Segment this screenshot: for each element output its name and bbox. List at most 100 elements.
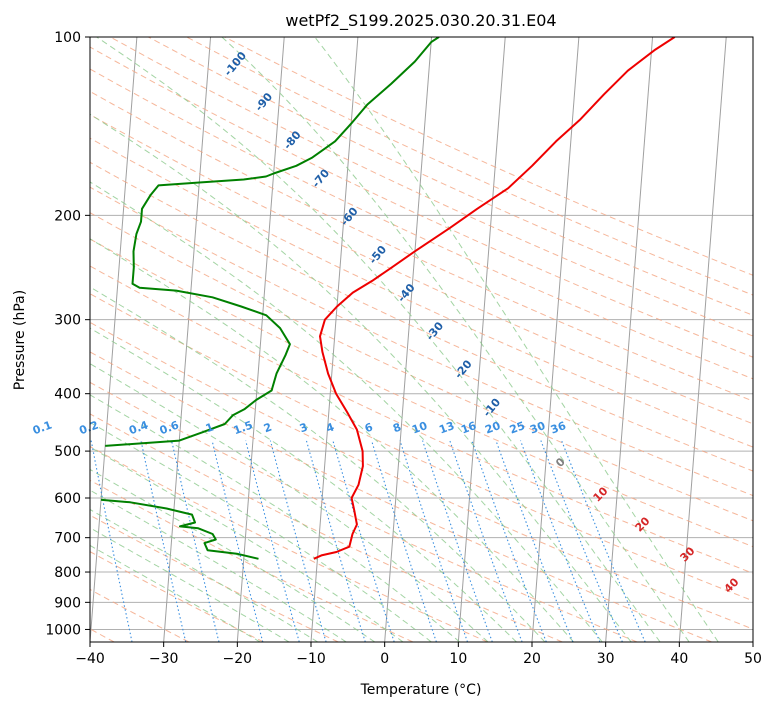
dry-adiabat-label: -70 bbox=[309, 166, 332, 190]
isotherm-line bbox=[384, 37, 433, 642]
mixing-ratio-line bbox=[519, 440, 601, 642]
moist-adiabat-line bbox=[90, 327, 517, 642]
mixing-ratio-line bbox=[332, 440, 395, 642]
x-tick-label: 40 bbox=[670, 651, 688, 667]
moist-adiabat-line bbox=[90, 286, 546, 642]
dry-adiabat-line bbox=[110, 37, 753, 337]
moist-adiabat-line bbox=[221, 37, 690, 642]
profile-series bbox=[100, 37, 676, 560]
x-tick-label: 20 bbox=[523, 651, 541, 667]
moist-adiabat-label: 40 bbox=[722, 575, 742, 595]
mixing-ratio-label: 1.5 bbox=[232, 418, 255, 437]
mixing-ratio-label: 13 bbox=[437, 419, 456, 436]
dry-adiabat-line bbox=[90, 265, 753, 574]
dry-adiabat-line bbox=[90, 238, 753, 548]
pressure-grid bbox=[90, 36, 753, 630]
y-axis-label: Pressure (hPa) bbox=[12, 290, 28, 390]
dry-adiabat-line bbox=[90, 551, 264, 642]
dry-adiabat-line bbox=[90, 445, 488, 642]
moist-adiabat-line bbox=[90, 508, 319, 642]
mixing-ratio-label: 1 bbox=[204, 420, 216, 435]
dry-adiabat-line bbox=[90, 90, 753, 402]
isotherm-line bbox=[310, 37, 359, 642]
dry-adiabat-label: -30 bbox=[423, 319, 446, 343]
moist-adiabat-label: 10 bbox=[591, 484, 611, 504]
dry-adiabat-line bbox=[90, 161, 753, 472]
moist-adiabat-line bbox=[90, 181, 603, 642]
mixing-ratio-label: 0.4 bbox=[127, 418, 150, 437]
mixing-ratio-line bbox=[305, 440, 366, 642]
y-tick-label: 900 bbox=[54, 595, 81, 611]
mixing-ratio-label: 0.6 bbox=[158, 418, 181, 437]
background-lines bbox=[90, 37, 753, 642]
moist-adiabat-line bbox=[90, 113, 632, 642]
mixing-ratio-label: 25 bbox=[508, 419, 527, 436]
dry-adiabat-label: -60 bbox=[338, 205, 361, 229]
dewpoint-profile-line-1 bbox=[100, 498, 259, 560]
y-tick-label: 600 bbox=[54, 491, 81, 507]
moist-adiabat-label: 30 bbox=[678, 544, 698, 564]
x-tick-label: −10 bbox=[296, 651, 326, 667]
moist-adiabat-line bbox=[90, 238, 574, 642]
moist-adiabat-line bbox=[314, 37, 719, 642]
x-tick-label: −40 bbox=[75, 651, 105, 667]
mixing-ratio-line bbox=[561, 440, 646, 642]
mixing-ratio-label: 4 bbox=[324, 420, 336, 435]
dry-adiabat-line bbox=[90, 588, 190, 642]
y-tick-label: 800 bbox=[54, 565, 81, 581]
x-axis-ticks: −40 −30 −20 −10 0 10 20 30 40 50 bbox=[75, 642, 762, 667]
x-tick-label: 50 bbox=[744, 651, 762, 667]
y-tick-label: 1000 bbox=[45, 622, 81, 638]
dry-adiabat-line bbox=[90, 413, 563, 642]
mixing-ratio-label: 30 bbox=[528, 419, 547, 437]
line-labels: 0.1 0.2 0.4 0.6 1 1.5 2 3 4 6 8 10 13 16 20 25 30 36-100-… bbox=[31, 49, 742, 596]
moist-adiabat-line bbox=[90, 468, 376, 642]
dry-adiabat-line bbox=[90, 137, 753, 448]
y-tick-label: 100 bbox=[54, 30, 81, 46]
mixing-ratio-line bbox=[245, 440, 300, 642]
mixing-ratio-label: 6 bbox=[363, 420, 375, 435]
isotherm-line bbox=[457, 37, 506, 642]
moist-adiabat-label: 20 bbox=[633, 514, 653, 534]
dry-adiabat-label: -20 bbox=[452, 357, 475, 381]
mixing-ratio-label: 3 bbox=[298, 420, 310, 435]
chart-title: wetPf2_S199.2025.030.20.31.E04 bbox=[285, 11, 556, 31]
x-tick-label: 10 bbox=[449, 651, 467, 667]
mixing-ratio-line bbox=[399, 440, 469, 642]
moist-adiabat-line bbox=[96, 37, 661, 642]
dewpoint-profile-line-2 bbox=[105, 37, 440, 447]
dry-adiabat-line bbox=[90, 113, 753, 425]
dry-adiabat-line bbox=[90, 212, 753, 522]
dry-adiabat-label: -50 bbox=[366, 243, 389, 267]
mixing-ratio-label: 2 bbox=[262, 420, 274, 435]
x-tick-label: 30 bbox=[597, 651, 615, 667]
y-tick-label: 700 bbox=[54, 531, 81, 547]
moist-adiabat-line bbox=[90, 489, 347, 642]
dry-adiabat-line bbox=[90, 321, 753, 630]
mixing-ratio-line bbox=[90, 440, 133, 642]
dry-adiabat-label: -80 bbox=[281, 128, 304, 152]
mixing-ratio-line bbox=[371, 440, 437, 642]
dry-adiabat-line bbox=[90, 351, 712, 642]
isotherm-line bbox=[605, 37, 654, 642]
plot-frame bbox=[89, 36, 754, 643]
mixing-ratio-line bbox=[540, 440, 623, 642]
isotherm-line bbox=[531, 37, 580, 642]
mixing-ratio-label: 10 bbox=[410, 419, 429, 437]
dry-adiabat-label: -100 bbox=[221, 49, 249, 79]
isotherm-line bbox=[236, 37, 285, 642]
moist-adiabat-line bbox=[90, 363, 489, 642]
dry-adiabat-line bbox=[90, 186, 753, 497]
x-tick-label: −30 bbox=[149, 651, 179, 667]
mixing-ratio-line bbox=[140, 440, 187, 642]
dry-adiabat-line bbox=[90, 46, 753, 358]
y-tick-label: 400 bbox=[54, 387, 81, 403]
isotherm-line bbox=[163, 37, 212, 642]
isotherm-line bbox=[678, 37, 727, 642]
mixing-ratio-line bbox=[471, 440, 547, 642]
mixing-ratio-line bbox=[269, 440, 327, 642]
mixing-ratio-line bbox=[422, 440, 493, 642]
isotherm-line bbox=[90, 37, 138, 642]
temperature-profile-line bbox=[313, 37, 676, 560]
